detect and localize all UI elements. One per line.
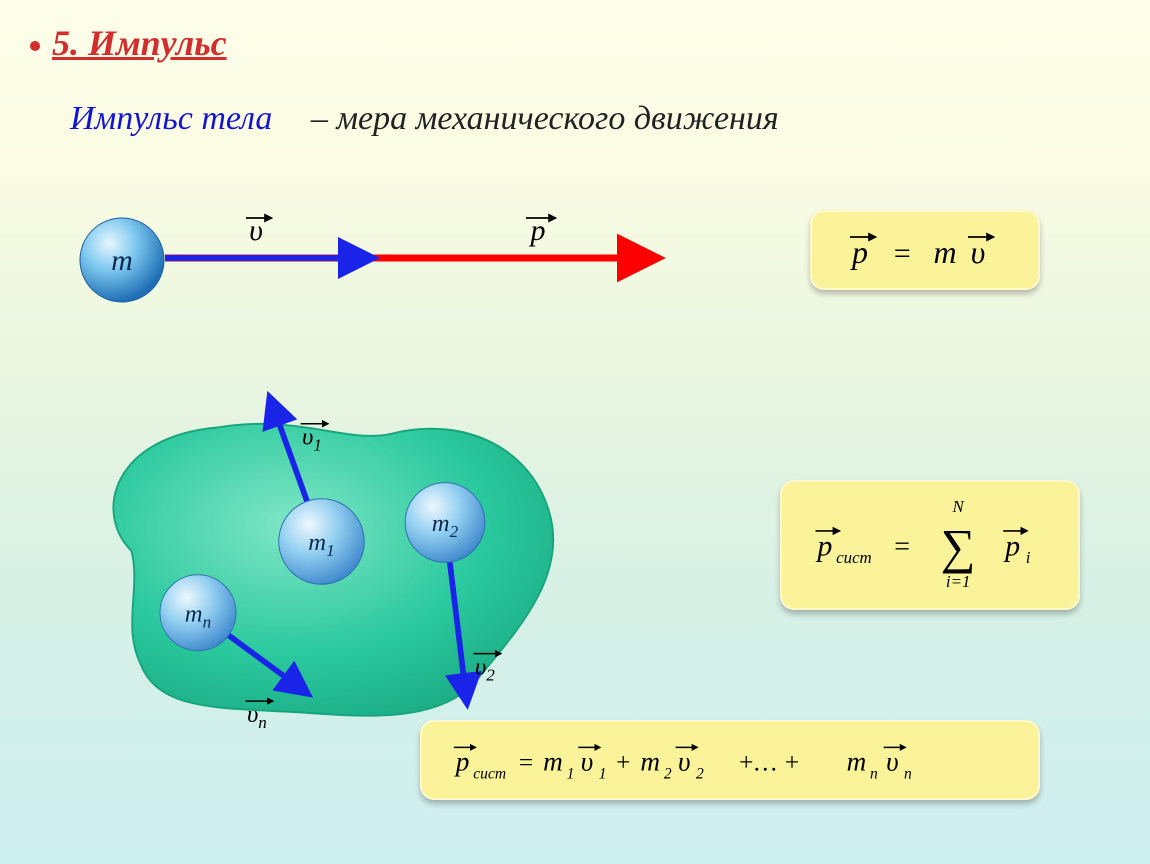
svg-text:∑: ∑ [941,520,976,574]
svg-text:n: n [904,765,912,782]
system-diagram: mn υn m1 υ1 m2 υ2 [40,380,660,760]
svg-text:n: n [870,765,878,782]
svg-text:p: p [454,747,470,777]
single-particle-diagram: m υ p [60,200,680,320]
p-label: p [526,214,550,247]
svg-text:1: 1 [599,765,607,782]
svg-text:υ1: υ1 [302,424,322,455]
svg-text:υ: υ [249,214,263,247]
mass-label: m [111,244,133,277]
svg-text:=: = [517,749,534,777]
svg-text:m: m [847,747,867,777]
svg-text:p: p [850,234,868,270]
svg-text:υ: υ [971,234,986,270]
svg-text:m: m [640,747,660,777]
svg-text:υ: υ [678,747,691,777]
svg-text:сист: сист [473,765,506,782]
svg-text:=: = [892,237,912,270]
v-label: υ [246,214,266,247]
definition: – мера механического движения [311,100,779,137]
svg-text:υ: υ [581,747,594,777]
svg-text:+… +: +… + [737,749,800,777]
subtitle: Импульс тела – мера механического движен… [70,100,779,138]
svg-text:2: 2 [664,765,672,782]
svg-text:p: p [815,529,832,562]
svg-text:1: 1 [567,765,575,782]
term: Импульс тела [70,100,272,137]
svg-text:i: i [1026,548,1031,567]
svg-text:2: 2 [696,765,704,782]
svg-text:i=1: i=1 [946,572,971,591]
slide-header: 5. Импульс [30,22,227,64]
svg-text:N: N [952,497,966,516]
svg-text:m: m [933,234,956,270]
formula-system-expanded: p сист = m 1 υ 1 + m 2 υ 2 +… + m n υ n [420,720,1040,800]
slide-title: 5. Импульс [52,22,227,64]
bullet-icon [30,41,40,51]
svg-text:m: m [543,747,563,777]
svg-text:+: + [615,749,632,777]
formula-system-sum: p сист = N ∑ i=1 p i [780,480,1080,610]
svg-text:υ: υ [886,747,899,777]
svg-text:=: = [892,531,911,562]
svg-text:p: p [1003,529,1020,562]
formula-momentum: p = m υ [810,210,1040,290]
svg-text:p: p [529,214,546,247]
svg-text:сист: сист [836,548,872,567]
